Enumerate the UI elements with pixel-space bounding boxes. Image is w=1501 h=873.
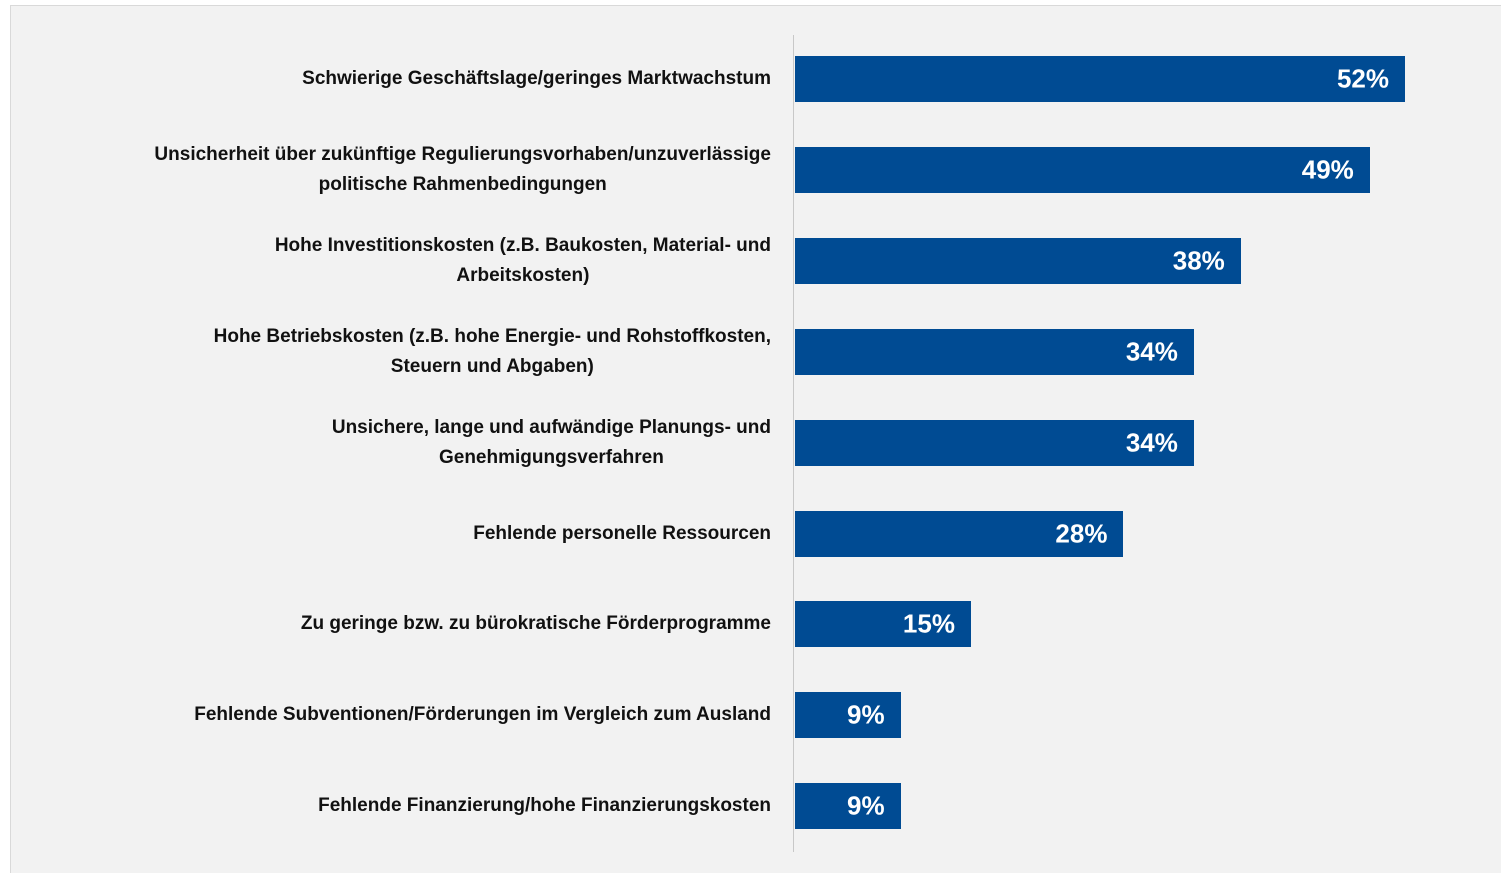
value-label: 15% [902,608,955,639]
bar [795,146,1370,193]
bar [795,56,1405,102]
bar [795,419,1194,466]
category-label: Schwierige Geschäftslage/geringes Marktw… [302,68,771,89]
category-label: Zu geringe bzw. zu bürokratische Förderp… [300,613,771,635]
axis-line [793,35,794,852]
value-label: 9% [847,790,885,821]
value-label: 28% [1055,518,1108,548]
category-label: Hohe Betriebskosten (z.B. hohe Energie- … [213,325,771,377]
bar [795,237,1241,284]
bar [795,601,971,648]
value-label: 34% [1125,427,1178,458]
bar [795,510,1124,557]
category-label: Fehlende Subventionen/Förderungen im Ver… [194,704,771,726]
category-label: Fehlende Finanzierung/hohe Finanzierungs… [318,795,771,817]
bar [795,692,901,739]
value-label: 52% [1336,63,1389,94]
value-label: 49% [1301,154,1354,185]
category-label: Unsichere, lange und aufwändige Planungs… [331,416,771,468]
category-label: Fehlende personelle Ressourcen [473,522,771,544]
value-label: 38% [1172,245,1225,276]
bar [795,783,901,830]
category-label: Unsicherheit über zukünftige Regulierung… [154,143,771,195]
category-label: Hohe Investitionskosten (z.B. Baukosten,… [274,234,771,286]
value-label: 9% [847,699,885,730]
bar [795,328,1194,375]
value-label: 34% [1125,336,1178,367]
